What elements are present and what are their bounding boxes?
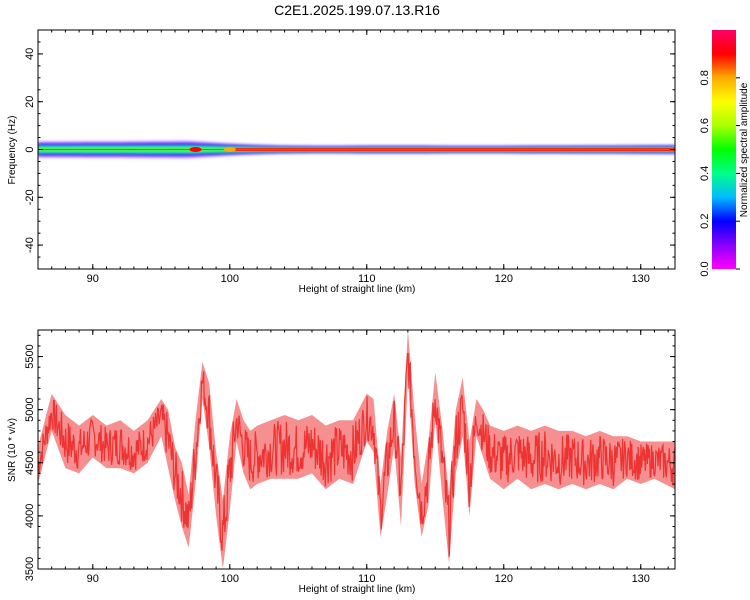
snr-series-line: [38, 352, 675, 557]
colorbar-tick-label: 0.2: [699, 214, 711, 229]
spectrogram-x-tick-label: 90: [87, 273, 99, 285]
snr-panel: 90 100 110 120 130 3500 4000 4500 5000 5500 Heig…: [7, 329, 676, 595]
snr-x-tick-label: 100: [221, 573, 239, 585]
snr-x-tick-label: 90: [87, 573, 99, 585]
spectrogram-band: [38, 140, 675, 159]
snr-y-tick-label: 3500: [24, 557, 36, 581]
chart-title: C2E1.2025.199.07.13.R16: [274, 2, 440, 18]
snr-y-label: SNR (10 * v/v): [7, 418, 18, 482]
snr-y-ticks: 3500 4000 4500 5000 5500: [24, 334, 675, 581]
snr-y-tick-label: 4000: [24, 504, 36, 528]
colorbar-tick-label: 0.0: [699, 261, 711, 276]
spectrogram-x-label: Height of straight line (km): [299, 284, 416, 295]
spectrogram-y-tick-label: 40: [24, 48, 36, 60]
colorbar: 0.0 0.2 0.4 0.6 0.8 Normalized spectral ampl…: [699, 30, 750, 277]
colorbar-label: Normalized spectral amplitude: [739, 82, 750, 217]
snr-y-tick-label: 4500: [24, 451, 36, 475]
colorbar-gradient: [712, 30, 736, 269]
snr-x-tick-label: 110: [358, 573, 376, 585]
snr-y-tick-label: 5000: [24, 397, 36, 421]
snr-x-ticks: 90 100 110 120 130: [37, 330, 669, 585]
spectrogram-y-tick-label: -40: [24, 237, 36, 253]
spectrogram-y-tick-label: -20: [24, 189, 36, 205]
spectrogram-y-tick-label: 20: [24, 96, 36, 108]
spectrogram-hotspot: [223, 147, 236, 152]
snr-x-tick-label: 130: [632, 573, 650, 585]
spectrogram-hotspot: [189, 147, 202, 152]
spectrogram-panel: 90 100 110 120 130 -40 -20 0 20 40 Height of str…: [7, 29, 676, 295]
snr-x-label: Height of straight line (km): [299, 584, 416, 595]
spectrogram-x-ticks: 90 100 110 120 130: [37, 30, 669, 285]
spectrogram-x-tick-label: 130: [632, 273, 650, 285]
colorbar-tick-label: 0.8: [699, 70, 711, 85]
snr-y-tick-label: 5500: [24, 344, 36, 368]
spectrogram-y-ticks: -40 -20 0 20 40: [24, 29, 675, 270]
spectrogram-x-tick-label: 120: [495, 273, 513, 285]
colorbar-tick-label: 0.4: [699, 166, 711, 181]
spectrogram-x-tick-label: 110: [358, 273, 376, 285]
colorbar-ticks: 0.0 0.2 0.4 0.6 0.8: [699, 70, 740, 277]
colorbar-tick-label: 0.6: [699, 118, 711, 133]
spectrogram-y-tick-label: 0: [24, 146, 36, 152]
snr-frame: [37, 329, 676, 570]
spectrogram-y-label: Frequency (Hz): [7, 116, 18, 185]
snr-x-tick-label: 120: [495, 573, 513, 585]
spectrogram-x-tick-label: 100: [221, 273, 239, 285]
